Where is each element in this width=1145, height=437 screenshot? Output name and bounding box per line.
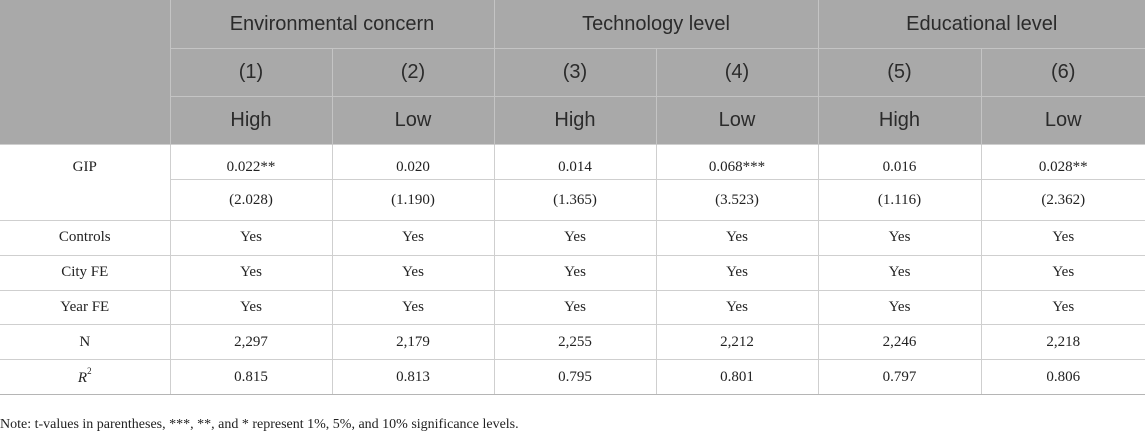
row-label-n: N <box>0 324 170 361</box>
table-cell: Yes <box>817 220 981 256</box>
table-cell: Yes <box>980 290 1145 326</box>
row-label-year-fe: Year FE <box>0 290 170 326</box>
column-level: Low <box>980 96 1145 145</box>
table-cell: Yes <box>169 220 332 256</box>
row-label-city-fe: City FE <box>0 255 170 291</box>
group-header-row: Environmental concern Technology level E… <box>0 0 1145 145</box>
header-corner <box>0 0 170 145</box>
table-cell: Yes <box>493 255 656 291</box>
table-cell: 0.801 <box>655 359 818 395</box>
group-header-technology-level: Technology level <box>493 0 818 49</box>
column-number: (3) <box>493 48 656 97</box>
gip-tvalue-cell: (1.116) <box>817 179 981 221</box>
table-cell: 2,246 <box>817 324 981 361</box>
table-cell: Yes <box>980 255 1145 291</box>
row-label-controls: Controls <box>0 220 170 256</box>
group-header-environmental-concern: Environmental concern <box>169 0 494 49</box>
gip-tvalue-cell: (3.523) <box>655 179 818 221</box>
column-number-row: (1) (2) (3) (4) (5) (6) <box>0 48 1145 97</box>
table-cell: Yes <box>331 220 494 256</box>
table-cell: 0.813 <box>331 359 494 395</box>
table-cell: Yes <box>655 220 818 256</box>
table-header: Environmental concern Technology level E… <box>0 0 1145 145</box>
regression-table: Environmental concern Technology level E… <box>0 0 1145 395</box>
table-cell: Yes <box>655 290 818 326</box>
row-label-r-squared: R2 <box>0 359 170 395</box>
column-level-row: High Low High Low High Low <box>0 96 1145 145</box>
column-level: High <box>169 96 332 145</box>
table-row-gip-estimate: GIP 0.022** 0.020 0.014 0.068*** 0.016 0… <box>0 144 1145 221</box>
gip-estimate-cell: 0.020 <box>331 144 494 180</box>
gip-estimate-cell: 0.014 <box>493 144 656 180</box>
column-number: (4) <box>655 48 818 97</box>
column-level: Low <box>655 96 818 145</box>
gip-estimate-cell: 0.068*** <box>655 144 818 180</box>
table-cell: 2,179 <box>331 324 494 361</box>
table-cell: Yes <box>169 290 332 326</box>
row-label-gip: GIP <box>0 144 170 221</box>
column-level: High <box>817 96 981 145</box>
table-cell: Yes <box>817 290 981 326</box>
table-body: GIP 0.022** 0.020 0.014 0.068*** 0.016 0… <box>0 144 1145 395</box>
table-cell: Yes <box>493 220 656 256</box>
gip-estimate-cell: 0.028** <box>980 144 1145 180</box>
r-squared-label: R2 <box>77 366 92 386</box>
table-cell: 0.815 <box>169 359 332 395</box>
column-number: (1) <box>169 48 332 97</box>
table-cell: 0.795 <box>493 359 656 395</box>
table-row-r-squared: R2 0.815 0.813 0.795 0.801 0.797 0.806 <box>0 359 1145 395</box>
column-number: (5) <box>817 48 981 97</box>
table-cell: Yes <box>331 255 494 291</box>
table-row-city-fe: City FE Yes Yes Yes Yes Yes Yes <box>0 255 1145 291</box>
column-level: High <box>493 96 656 145</box>
table-cell: 2,212 <box>655 324 818 361</box>
table-cell: Yes <box>331 290 494 326</box>
column-level: Low <box>331 96 494 145</box>
table-cell: 2,255 <box>493 324 656 361</box>
table-row-gip-tvalue: (2.028) (1.190) (1.365) (3.523) (1.116) … <box>0 179 1145 221</box>
table-cell: Yes <box>817 255 981 291</box>
gip-estimate-cell: 0.016 <box>817 144 981 180</box>
table-cell: 0.797 <box>817 359 981 395</box>
table-cell: 2,297 <box>169 324 332 361</box>
table-cell: 0.806 <box>980 359 1145 395</box>
gip-tvalue-cell: (2.028) <box>169 179 332 221</box>
r-squared-base: R <box>77 369 88 386</box>
table-cell: Yes <box>493 290 656 326</box>
gip-estimate-cell: 0.022** <box>169 144 332 180</box>
table-row-year-fe: Year FE Yes Yes Yes Yes Yes Yes <box>0 290 1145 326</box>
column-number: (6) <box>980 48 1145 97</box>
gip-tvalue-cell: (2.362) <box>980 179 1145 221</box>
table-row-controls: Controls Yes Yes Yes Yes Yes Yes <box>0 220 1145 256</box>
table-cell: 2,218 <box>980 324 1145 361</box>
table-cell: Yes <box>980 220 1145 256</box>
gip-tvalue-cell: (1.365) <box>493 179 656 221</box>
group-header-educational-level: Educational level <box>817 0 1145 49</box>
table-cell: Yes <box>169 255 332 291</box>
table-cell: Yes <box>655 255 818 291</box>
table-note: Note: t-values in parentheses, ***, **, … <box>0 417 519 432</box>
r-squared-superscript: 2 <box>87 365 92 376</box>
table-row-n: N 2,297 2,179 2,255 2,212 2,246 2,218 <box>0 324 1145 361</box>
column-number: (2) <box>331 48 494 97</box>
gip-tvalue-cell: (1.190) <box>331 179 494 221</box>
